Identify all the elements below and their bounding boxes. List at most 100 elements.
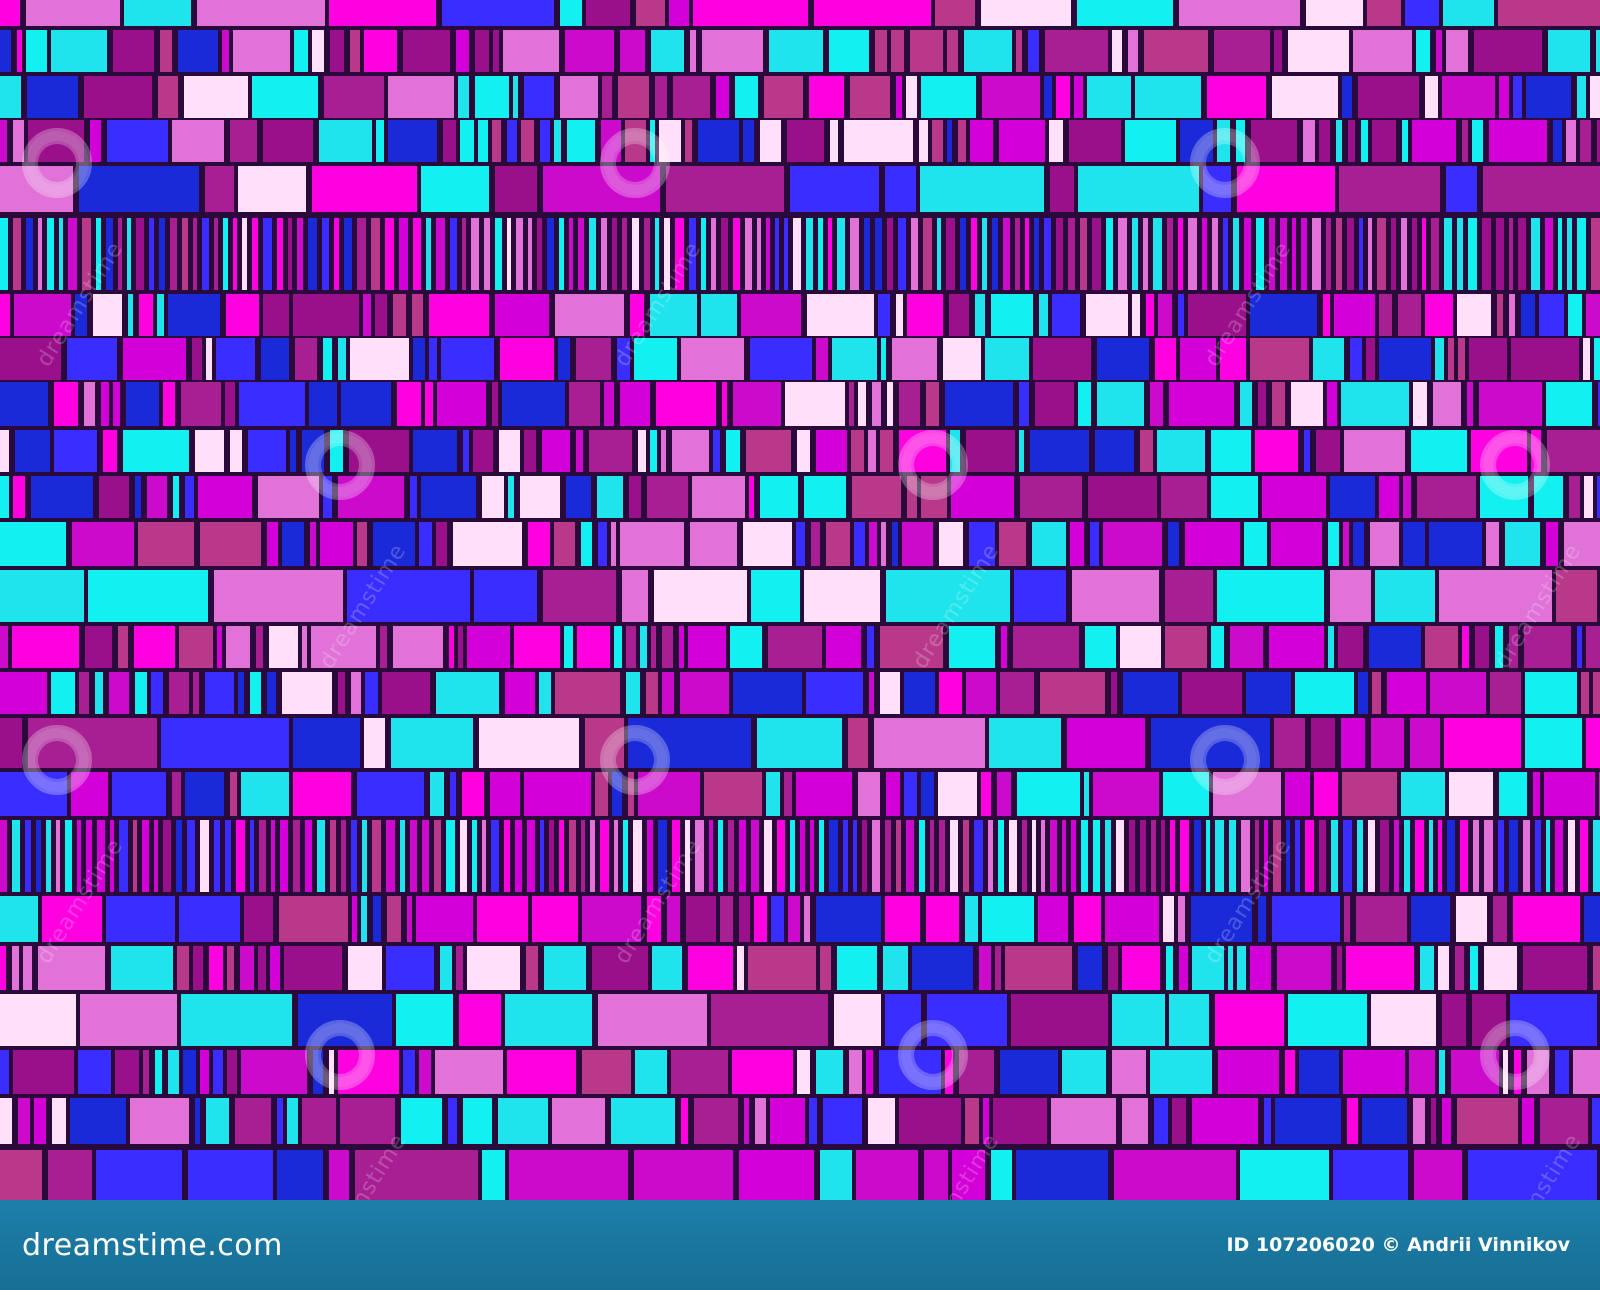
pattern-block bbox=[179, 626, 213, 668]
pattern-block bbox=[1112, 994, 1165, 1046]
pattern-block bbox=[1132, 294, 1140, 336]
pattern-block bbox=[1277, 946, 1331, 990]
pattern-block bbox=[17, 30, 22, 72]
pattern-block bbox=[1472, 120, 1483, 162]
pattern-block bbox=[1361, 120, 1368, 162]
pattern-block bbox=[475, 76, 509, 118]
pattern-block bbox=[338, 1050, 399, 1094]
pattern-block bbox=[65, 820, 72, 892]
pattern-block bbox=[51, 30, 107, 72]
pattern-block bbox=[56, 820, 60, 892]
pattern-block bbox=[1032, 820, 1036, 892]
pattern-block bbox=[938, 772, 977, 816]
pattern-block bbox=[728, 820, 734, 892]
pattern-block bbox=[410, 476, 417, 518]
pattern-block bbox=[1039, 294, 1048, 336]
pattern-block bbox=[872, 820, 880, 892]
pattern-block bbox=[567, 120, 595, 162]
pattern-block bbox=[376, 120, 384, 162]
pattern-block bbox=[1413, 382, 1427, 426]
pattern-block bbox=[475, 30, 489, 72]
pattern-block bbox=[185, 476, 194, 518]
pattern-block bbox=[620, 522, 684, 566]
pattern-block bbox=[202, 218, 209, 290]
pattern-block bbox=[195, 1098, 200, 1144]
pattern-block bbox=[1085, 626, 1116, 668]
pattern-block bbox=[458, 626, 463, 668]
pattern-block bbox=[760, 476, 798, 518]
pattern-block bbox=[690, 30, 696, 72]
pattern-block bbox=[509, 1150, 628, 1200]
pattern-block bbox=[1590, 76, 1600, 118]
pattern-block bbox=[995, 946, 1001, 990]
pattern-block bbox=[947, 120, 952, 162]
pattern-block bbox=[1398, 294, 1421, 336]
pattern-block bbox=[1458, 338, 1465, 380]
pattern-block bbox=[1369, 626, 1421, 668]
pattern-block bbox=[513, 76, 518, 118]
pattern-block bbox=[1456, 896, 1487, 942]
pattern-block bbox=[1097, 382, 1144, 426]
pattern-block bbox=[1394, 820, 1399, 892]
pattern-block bbox=[1086, 294, 1128, 336]
pattern-block bbox=[636, 0, 665, 26]
pattern-block bbox=[1062, 820, 1066, 892]
pattern-block bbox=[372, 820, 381, 892]
pattern-block bbox=[569, 218, 573, 290]
pattern-block bbox=[999, 522, 1026, 566]
pattern-block bbox=[1586, 294, 1600, 336]
pattern-block bbox=[1215, 994, 1284, 1046]
pattern-block bbox=[685, 120, 692, 162]
pattern-block bbox=[638, 430, 646, 472]
pattern-block bbox=[373, 522, 415, 566]
pattern-block bbox=[1425, 294, 1453, 336]
pattern-block bbox=[1250, 338, 1309, 380]
pattern-block bbox=[1584, 896, 1600, 942]
pattern-block bbox=[1420, 946, 1434, 990]
pattern-block bbox=[1377, 218, 1386, 290]
pattern-block bbox=[1525, 672, 1577, 714]
pattern-block bbox=[282, 522, 304, 566]
pattern-block bbox=[816, 430, 847, 472]
pattern-block bbox=[907, 476, 917, 518]
pattern-block bbox=[1093, 772, 1159, 816]
pattern-block bbox=[1069, 120, 1121, 162]
pattern-block bbox=[732, 1050, 793, 1094]
pattern-block bbox=[259, 820, 266, 892]
pattern-block bbox=[1391, 218, 1396, 290]
pattern-block bbox=[823, 1098, 862, 1144]
pattern-block bbox=[193, 946, 203, 990]
site-logo[interactable]: dreamstime.com bbox=[22, 1227, 283, 1263]
pattern-block bbox=[866, 1050, 873, 1094]
pattern-block bbox=[924, 1150, 948, 1200]
pattern-block bbox=[71, 772, 108, 816]
pattern-block bbox=[819, 820, 824, 892]
pattern-block bbox=[1078, 946, 1102, 990]
pattern-block bbox=[1569, 476, 1580, 518]
pattern-block bbox=[1493, 896, 1507, 942]
pattern-block bbox=[1533, 772, 1540, 816]
pattern-block bbox=[185, 772, 224, 816]
pattern-block bbox=[183, 1050, 196, 1094]
pattern-block bbox=[84, 382, 95, 426]
pattern-block bbox=[413, 338, 425, 380]
pattern-block bbox=[672, 430, 709, 472]
pattern-block bbox=[600, 820, 609, 892]
pattern-block bbox=[1272, 896, 1340, 942]
pattern-block bbox=[1527, 1050, 1549, 1094]
pattern-block bbox=[1275, 1098, 1341, 1144]
pattern-block bbox=[391, 718, 473, 768]
pattern-block bbox=[1180, 820, 1189, 892]
pattern-block bbox=[1347, 218, 1354, 290]
pattern-block bbox=[1153, 218, 1162, 290]
pattern-block bbox=[1211, 476, 1258, 518]
pattern-block bbox=[1568, 820, 1575, 892]
pattern-block bbox=[646, 672, 658, 714]
pattern-block bbox=[611, 1098, 675, 1144]
pattern-block bbox=[1304, 430, 1310, 472]
pattern-block bbox=[1591, 218, 1600, 290]
pattern-block bbox=[628, 718, 751, 768]
pattern-block bbox=[1030, 430, 1089, 472]
pattern-block bbox=[230, 120, 257, 162]
pattern-block bbox=[422, 820, 429, 892]
